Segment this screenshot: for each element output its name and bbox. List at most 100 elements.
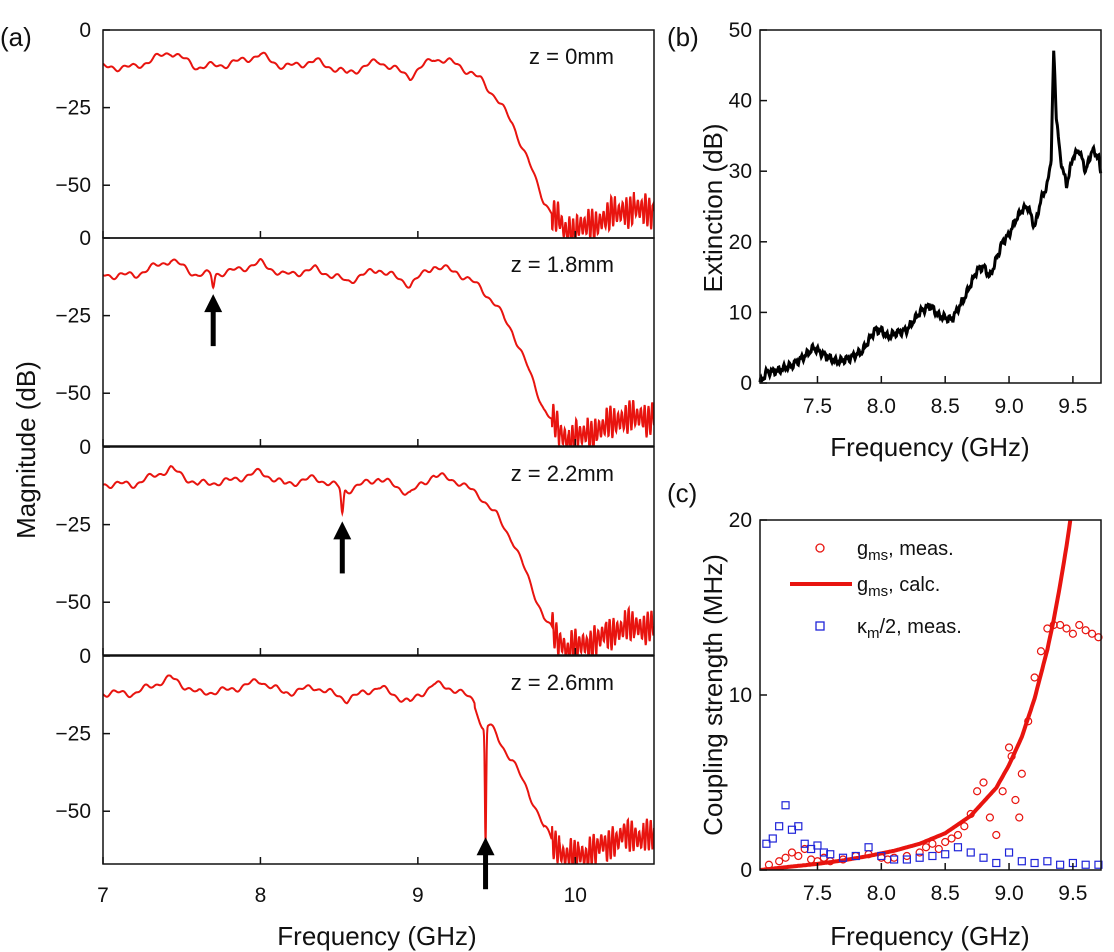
- panel-c-gms-meas-point: [1094, 633, 1103, 642]
- panel-a-ytick-label-2-2: −50: [55, 591, 91, 614]
- panel-c-kappa-point: [1056, 860, 1065, 869]
- panel-c-gms-meas-point: [794, 851, 803, 861]
- panel-a-xtick-label-1: 8: [255, 884, 267, 907]
- panel-c-xtick-label-1: 8.0: [867, 882, 896, 905]
- panel-a-trace-0: [103, 51, 654, 238]
- panel-a-ytick-label-2-0: 0: [79, 436, 91, 459]
- panel-c-gms-meas-point: [781, 853, 790, 862]
- panel-b-xtick-label-2: 8.5: [931, 395, 960, 418]
- legend-label-sub-1: ms: [868, 583, 888, 600]
- panel-c-kappa-point: [966, 848, 975, 857]
- panel-c-gms-meas-point: [1075, 620, 1084, 630]
- legend-gms-meas-symbol: [815, 543, 825, 553]
- panel-a-ytick-label-3-1: −25: [55, 723, 91, 746]
- panel-c-gms-meas-point: [1015, 813, 1024, 822]
- panel-c-gms-meas-point: [973, 787, 982, 796]
- panel-b-xtick-label-3: 9.0: [994, 395, 1023, 418]
- panel-c-gms-meas-point: [941, 837, 950, 847]
- panel-c-kappa-point: [915, 853, 924, 862]
- panel-c-gms-meas-point: [992, 830, 1001, 840]
- legend-label-0: gms, meas.: [857, 538, 954, 564]
- panel-c-label: (c): [667, 478, 697, 508]
- panel-c-kappa-point: [813, 841, 822, 850]
- panel-c-kappa-point: [992, 858, 1001, 868]
- panel-a-ytick-label-1-2: −50: [55, 382, 91, 405]
- legend-kappa-symbol: [815, 621, 825, 631]
- legend-label-sub-0: ms: [868, 547, 888, 564]
- legend-label-1: gms, calc.: [857, 574, 940, 600]
- panel-c-xtick-label-0: 7.5: [803, 882, 832, 905]
- legend-label-rest-2: /2, meas.: [880, 616, 962, 638]
- panel-c-kappa-point: [775, 822, 784, 831]
- panel-b-ytick-label-3: 30: [729, 160, 752, 183]
- panel-a-arrow-head-2: [333, 521, 352, 540]
- panel-c-kappa-point: [890, 855, 899, 864]
- panel-a-z-label-2: z = 2.2mm: [511, 461, 614, 486]
- panel-c-gms-meas-point: [1011, 795, 1020, 805]
- panel-c-kappa-point: [1094, 860, 1103, 869]
- panel-c-gms-meas-point: [1056, 620, 1065, 630]
- panel-c-xtick-label-2: 8.5: [931, 882, 960, 905]
- panel-b-ytick-label-0: 0: [740, 372, 752, 395]
- panel-a-trace-1: [103, 257, 654, 446]
- panel-c-gms-meas-point: [1004, 743, 1014, 752]
- panel-c-xtick-label-4: 9.5: [1058, 882, 1087, 905]
- legend-label-main-1: g: [857, 574, 868, 596]
- panel-b-ytick-label-4: 40: [729, 90, 752, 113]
- panel-c-gms-meas-point: [890, 853, 899, 862]
- panel-c-kappa-point: [851, 851, 860, 861]
- panel-b-xlabel: Frequency (GHz): [830, 432, 1029, 462]
- panel-c-gms-meas-point: [985, 813, 994, 822]
- panel-c-ytick-label-2: 20: [729, 509, 752, 532]
- panel-c-kappa-point: [781, 801, 790, 810]
- panel-c-ytick-label-1: 10: [729, 684, 752, 707]
- panel-c-gms-meas-point: [1030, 673, 1039, 682]
- panel-c-gms-meas-point: [1036, 647, 1046, 656]
- panel-a-trace-3: [103, 674, 654, 864]
- panel-a-arrow-head-1: [204, 294, 223, 313]
- panel-a-ytick-label-0-1: −25: [55, 97, 91, 120]
- panel-a-ytick-label-0-0: 0: [79, 19, 91, 42]
- panel-c-gms-meas-point: [787, 848, 797, 857]
- panel-b-xtick-label-0: 7.5: [803, 395, 832, 418]
- panel-c-gms-meas-point: [998, 787, 1007, 796]
- panel-c-gms-meas-point: [1062, 624, 1071, 633]
- panel-a-frame-1: [102, 237, 655, 447]
- panel-c-kappa-point: [953, 843, 963, 852]
- panel-c-ylabel: Coupling strength (MHz): [698, 554, 728, 836]
- panel-a-z-label-3: z = 2.6mm: [511, 670, 614, 695]
- panel-a-z-label-0: z = 0mm: [529, 44, 614, 69]
- panel-c-gms-calc-line: [760, 520, 1073, 870]
- panel-c-kappa-point: [794, 822, 803, 831]
- panel-c-xlabel: Frequency (GHz): [830, 921, 1029, 951]
- panel-c-ytick-label-0: 0: [740, 859, 752, 882]
- panel-c-gms-meas-point: [921, 843, 931, 852]
- panel-c-kappa-point: [762, 839, 771, 848]
- panel-c-gms-meas-point: [915, 848, 924, 857]
- legend-label-sub-2: m: [867, 625, 880, 642]
- panel-c-gms-meas-point: [1087, 629, 1097, 638]
- panel-c-kappa-point: [768, 834, 777, 843]
- legend-label-2: κm/2, meas.: [857, 616, 962, 642]
- panel-c-gms-meas-point: [1068, 629, 1078, 638]
- panel-a-ytick-label-3-0: 0: [79, 645, 91, 668]
- legend-label-main-0: g: [857, 538, 868, 560]
- panel-b-ylabel: Extinction (dB): [698, 123, 728, 292]
- panel-a-xtick-label-0: 7: [97, 884, 109, 907]
- panel-a: 0 −25 −50 z = 0mm 0 −25 −50 z = 1.8mm 0 −25 −50 z =…: [55, 19, 655, 907]
- panel-b-ytick-label-1: 10: [729, 301, 752, 324]
- panel-b: 0 10 20 30 40 50 7.5 8.0 8.5 9.0 9.5: [729, 19, 1103, 418]
- panel-b-extinction-line: [758, 50, 1103, 384]
- panel-c-gms-meas-point: [775, 857, 784, 866]
- panel-c-gms-meas-point: [953, 830, 963, 840]
- panel-c-kappa-point: [826, 850, 835, 859]
- panel-a-frame-3: [102, 655, 655, 865]
- panel-c-kappa-point: [838, 853, 848, 862]
- panel-b-ytick-label-2: 20: [729, 231, 752, 254]
- panel-a-label: (a): [0, 22, 32, 52]
- panel-a-ytick-label-2-1: −25: [55, 514, 91, 537]
- panel-c-kappa-point: [902, 855, 911, 864]
- panel-c-gms-meas-point: [947, 834, 956, 843]
